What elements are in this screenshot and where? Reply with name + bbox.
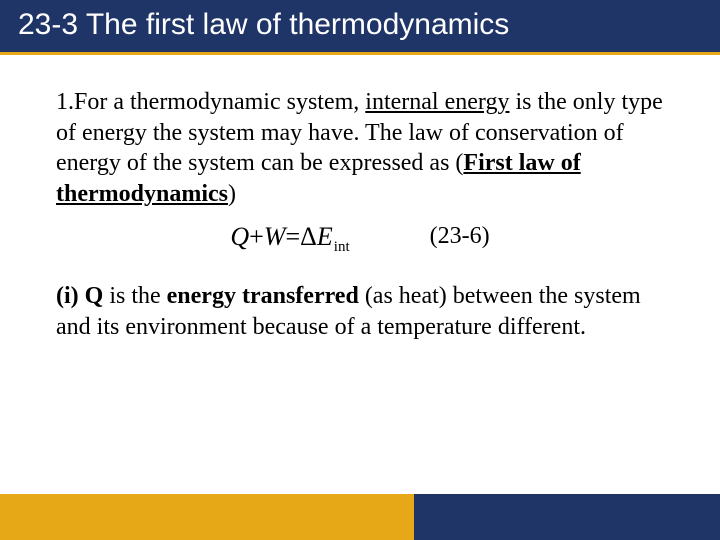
eq-E: E	[317, 220, 333, 253]
title-bar: 23-3 The first law of thermodynamics	[0, 0, 720, 52]
footer-right	[414, 494, 720, 540]
p2-lead: (i) Q	[56, 283, 103, 309]
p2-mid1: is the	[103, 283, 166, 309]
internal-energy-link[interactable]: internal energy	[365, 89, 509, 115]
footer-bar	[0, 494, 720, 540]
paragraph-2: (i) Q is the energy transferred (as heat…	[56, 281, 664, 342]
p1-lead: 1.For a thermodynamic system,	[56, 89, 365, 115]
equation: Q + W = Δ E int	[230, 220, 349, 253]
slide-title: 23-3 The first law of thermodynamics	[18, 8, 509, 41]
p1-tail: )	[228, 181, 236, 207]
slide: 23-3 The first law of thermodynamics 1.F…	[0, 0, 720, 540]
equation-number: (23-6)	[430, 221, 490, 252]
p2-bold1: energy transferred	[167, 283, 359, 309]
equation-row: Q + W = Δ E int (23-6)	[56, 220, 664, 253]
footer-left	[0, 494, 414, 540]
eq-plus: +	[249, 220, 264, 253]
eq-equals: =	[286, 220, 301, 253]
eq-delta: Δ	[300, 220, 317, 253]
eq-Q: Q	[230, 220, 249, 253]
paragraph-1: 1.For a thermodynamic system, internal e…	[56, 87, 664, 210]
eq-W: W	[264, 220, 286, 253]
content-area: 1.For a thermodynamic system, internal e…	[0, 55, 720, 343]
eq-subscript: int	[334, 238, 350, 257]
